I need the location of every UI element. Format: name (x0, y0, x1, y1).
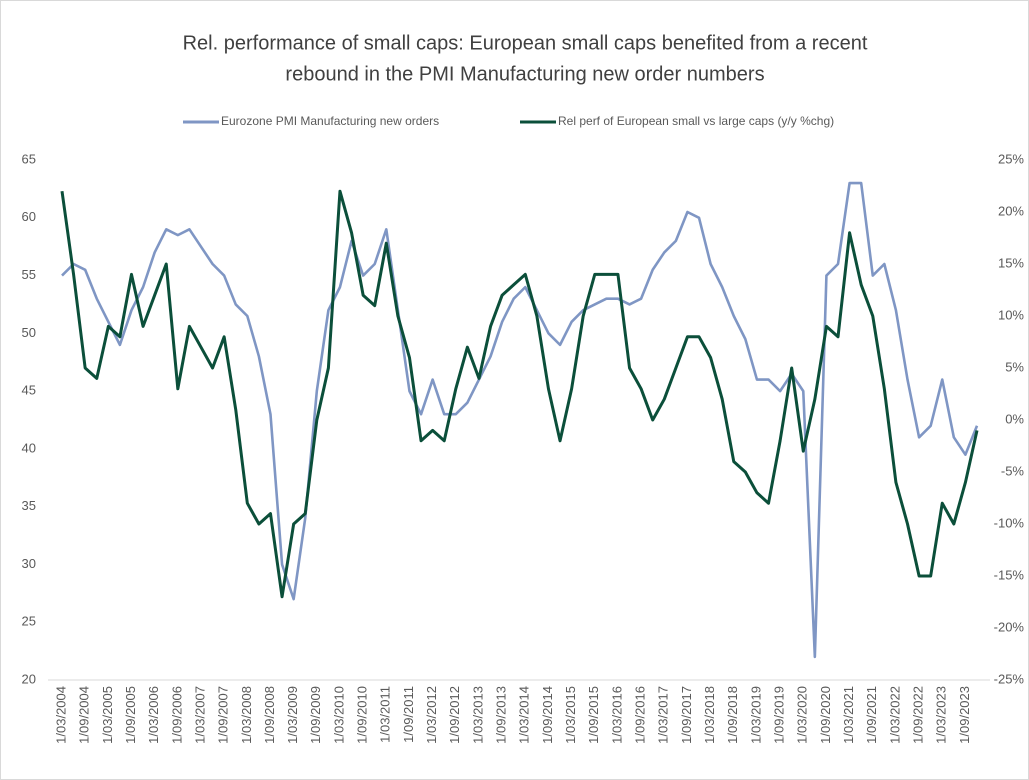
y-tick-label: 40 (22, 440, 36, 455)
x-tick-label: 1/03/2006 (146, 686, 161, 744)
x-tick-label: 1/03/2019 (748, 686, 763, 744)
x-tick-label: 1/03/2010 (331, 686, 346, 744)
legend-label: Eurozone PMI Manufacturing new orders (221, 114, 439, 128)
x-tick-label: 1/03/2021 (841, 686, 856, 744)
x-tick-label: 1/09/2019 (772, 686, 787, 744)
y-tick-label: 25 (22, 614, 36, 629)
x-tick-label: 1/03/2020 (795, 686, 810, 744)
x-tick-label: 1/09/2021 (864, 686, 879, 744)
x-tick-label: 1/03/2014 (517, 686, 532, 744)
y2-tick-label: -10% (994, 515, 1025, 530)
y-tick-label: 60 (22, 209, 36, 224)
x-tick-label: 1/09/2012 (447, 686, 462, 744)
x-tick-label: 1/03/2009 (285, 686, 300, 744)
y-tick-label: 20 (22, 671, 36, 686)
x-tick-label: 1/03/2007 (192, 686, 207, 744)
series-line (60, 189, 979, 599)
y2-tick-label: -20% (994, 619, 1025, 634)
x-tick-label: 1/03/2004 (53, 686, 68, 744)
x-tick-label: 1/09/2018 (725, 686, 740, 744)
x-tick-label: 1/03/2005 (100, 686, 115, 744)
x-tick-label: 1/09/2023 (957, 686, 972, 744)
x-tick-label: 1/03/2011 (378, 686, 393, 743)
x-tick-label: 1/09/2013 (494, 686, 509, 744)
y-tick-label: 45 (22, 383, 36, 398)
x-tick-label: 1/09/2017 (679, 686, 694, 744)
y2-tick-label: 0% (1005, 411, 1024, 426)
x-tick-label: 1/03/2012 (424, 686, 439, 744)
chart-title: rebound in the PMI Manufacturing new ord… (285, 63, 764, 85)
y-tick-label: 50 (22, 325, 36, 340)
y-tick-label: 35 (22, 498, 36, 513)
x-tick-label: 1/09/2015 (586, 686, 601, 744)
x-tick-label: 1/09/2008 (262, 686, 277, 744)
legend-label: Rel perf of European small vs large caps… (558, 114, 834, 128)
x-tick-label: 1/03/2022 (887, 686, 902, 744)
x-tick-label: 1/09/2006 (169, 686, 184, 744)
y-tick-label: 65 (22, 151, 36, 166)
y2-tick-label: -15% (994, 567, 1025, 582)
y2-tick-label: 20% (998, 203, 1024, 218)
x-tick-label: 1/03/2015 (563, 686, 578, 744)
x-tick-label: 1/09/2009 (308, 686, 323, 744)
x-tick-label: 1/03/2016 (609, 686, 624, 744)
y2-tick-label: 25% (998, 151, 1024, 166)
y2-tick-label: -5% (1001, 463, 1025, 478)
y2-tick-label: 15% (998, 255, 1024, 270)
x-tick-label: 1/03/2013 (470, 686, 485, 744)
x-tick-label: 1/09/2004 (77, 686, 92, 744)
y2-tick-label: 5% (1005, 359, 1024, 374)
x-tick-label: 1/09/2005 (123, 686, 138, 744)
x-tick-label: 1/09/2010 (355, 686, 370, 744)
y-tick-label: 30 (22, 556, 36, 571)
x-tick-label: 1/09/2020 (818, 686, 833, 744)
x-tick-label: 1/03/2008 (239, 686, 254, 744)
x-tick-label: 1/03/2018 (702, 686, 717, 744)
y-tick-label: 55 (22, 267, 36, 282)
x-tick-label: 1/09/2016 (633, 686, 648, 744)
x-tick-label: 1/09/2007 (216, 686, 231, 744)
x-tick-label: 1/09/2014 (540, 686, 555, 744)
chart-title: Rel. performance of small caps: European… (183, 32, 868, 54)
x-tick-label: 1/09/2011 (401, 686, 416, 743)
y2-tick-label: -25% (994, 671, 1025, 686)
series-line (61, 181, 979, 659)
y2-tick-label: 10% (998, 307, 1024, 322)
x-tick-label: 1/09/2022 (911, 686, 926, 744)
x-tick-label: 1/03/2023 (934, 686, 949, 744)
x-tick-label: 1/03/2017 (656, 686, 671, 744)
